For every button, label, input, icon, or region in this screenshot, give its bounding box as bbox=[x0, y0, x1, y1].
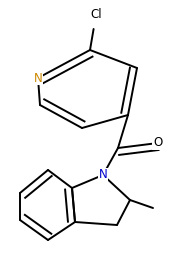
Text: Cl: Cl bbox=[90, 8, 102, 22]
Text: N: N bbox=[34, 71, 42, 84]
Text: N: N bbox=[99, 168, 107, 182]
Text: O: O bbox=[153, 136, 163, 150]
